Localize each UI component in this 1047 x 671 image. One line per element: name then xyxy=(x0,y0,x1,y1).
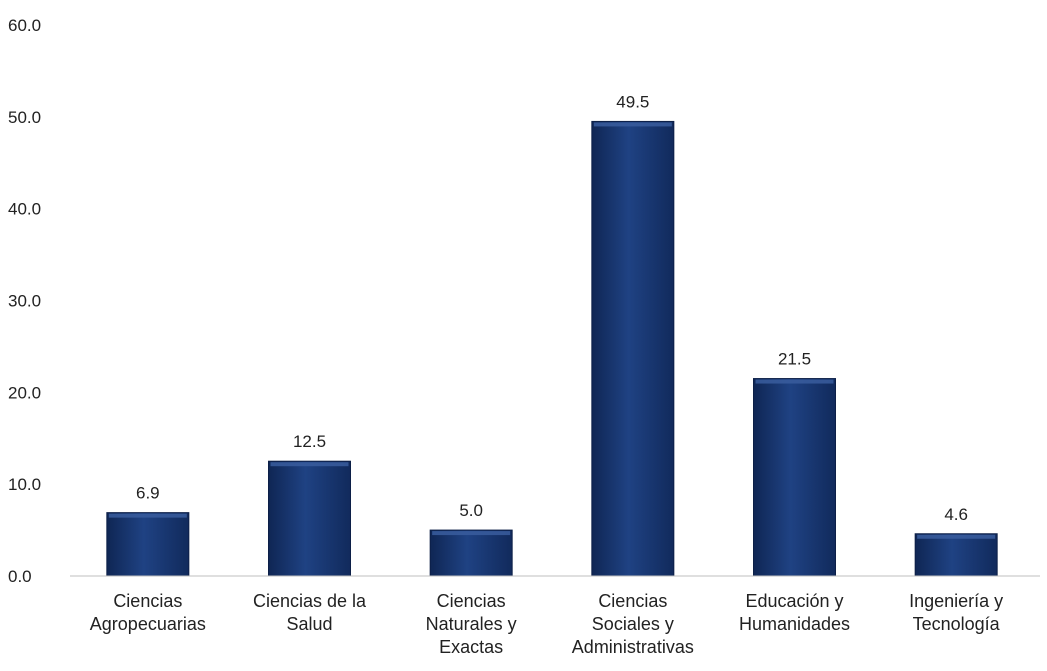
bar xyxy=(268,460,351,577)
y-tick-label: 20.0 xyxy=(8,383,41,402)
bar xyxy=(429,529,513,577)
bar-group xyxy=(914,533,998,577)
data-label: 49.5 xyxy=(616,92,649,111)
x-tick-label: Ciencias Sociales y Administrativas xyxy=(572,591,694,657)
bar xyxy=(106,512,190,577)
data-label: 21.5 xyxy=(778,350,811,369)
y-tick-label: 50.0 xyxy=(8,108,41,127)
bar-highlight xyxy=(270,462,349,467)
y-tick-label: 0.0 xyxy=(8,567,32,586)
x-tick-label: Ciencias de la Salud xyxy=(253,591,367,634)
x-tick-label: Educación y Humanidades xyxy=(739,591,850,634)
y-tick-label: 60.0 xyxy=(8,16,41,35)
data-labels: 6.9 12.5 5.0 49.5 21.5 4.6 xyxy=(136,92,968,523)
bar-highlight xyxy=(917,534,996,539)
bar-group xyxy=(268,460,351,577)
bar-group xyxy=(591,120,675,577)
data-label: 4.6 xyxy=(944,505,968,524)
x-axis: Ciencias Agropecuarias Ciencias de la Salud… xyxy=(70,575,1040,657)
x-tick-label: Ciencias Agropecuarias xyxy=(90,591,206,634)
data-label: 5.0 xyxy=(459,501,483,520)
bar-highlight xyxy=(755,379,834,384)
bars xyxy=(106,120,998,577)
x-tick-label: Ingeniería y Tecnología xyxy=(909,591,1003,634)
y-tick-label: 10.0 xyxy=(8,475,41,494)
y-axis: 0.0 10.0 20.0 30.0 40.0 50.0 60.0 xyxy=(8,16,41,586)
bar-group xyxy=(429,529,513,577)
bar-highlight xyxy=(432,531,511,536)
bar-group xyxy=(106,512,190,577)
bar-group xyxy=(753,378,836,577)
y-tick-label: 40.0 xyxy=(8,200,41,219)
bar xyxy=(591,120,675,577)
data-label: 6.9 xyxy=(136,484,160,503)
bar-highlight xyxy=(108,513,187,518)
bar xyxy=(753,378,836,577)
x-tick-label: Ciencias Naturales y Exactas xyxy=(426,591,517,657)
bar-highlight xyxy=(593,122,672,127)
data-label: 12.5 xyxy=(293,432,326,451)
y-tick-label: 30.0 xyxy=(8,292,41,311)
bar xyxy=(914,533,998,577)
